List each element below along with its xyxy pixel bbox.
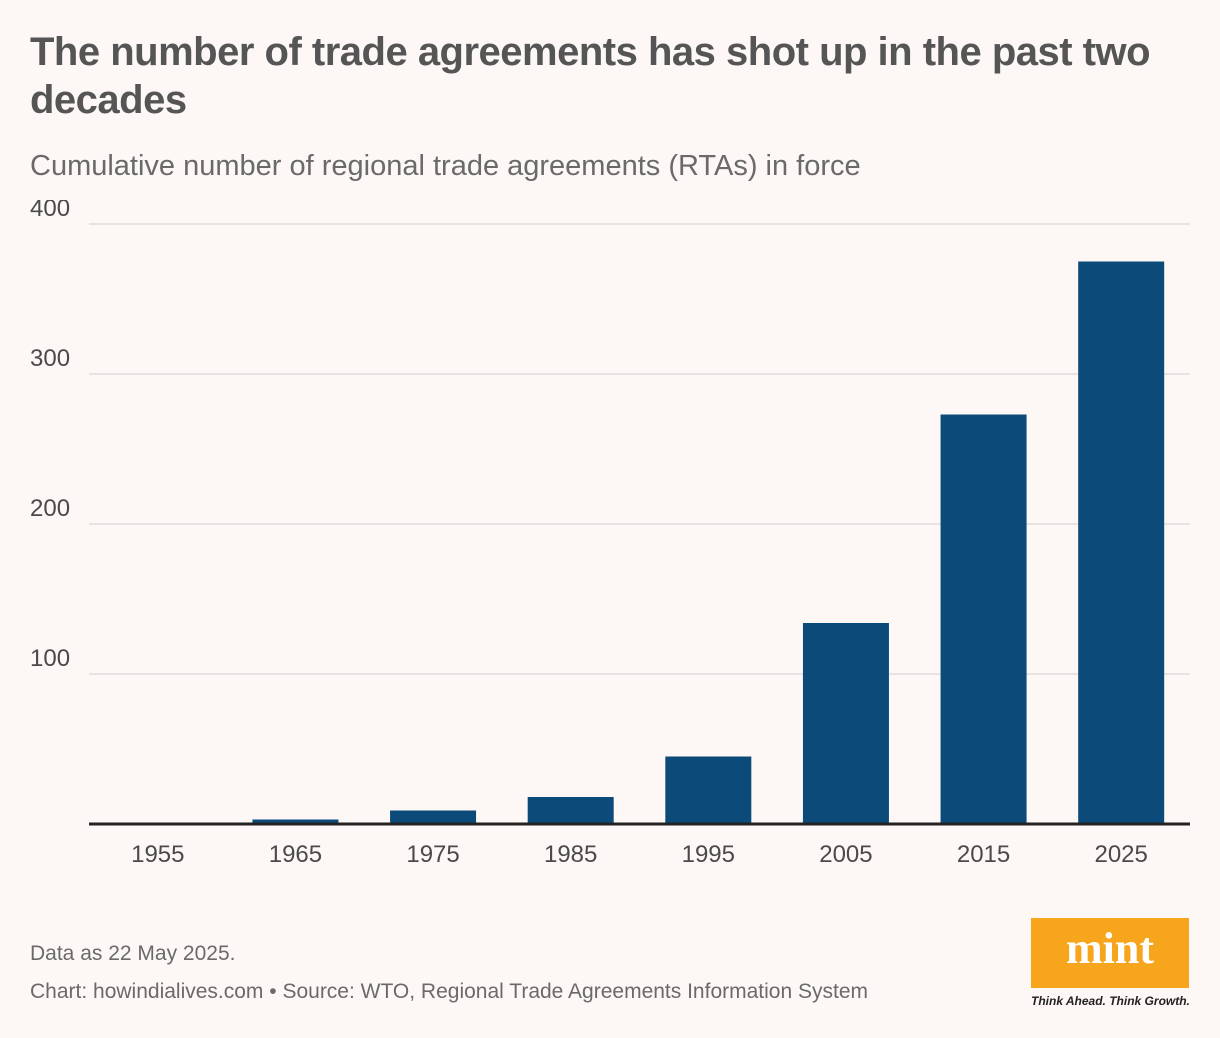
bars bbox=[114, 261, 1165, 824]
y-tick-label: 300 bbox=[30, 345, 70, 372]
x-tick-label: 2025 bbox=[1094, 841, 1147, 868]
bar-1965 bbox=[252, 819, 339, 824]
source-note: Chart: howindialives.com • Source: WTO, … bbox=[30, 980, 868, 1003]
chart-subtitle: Cumulative number of regional trade agre… bbox=[30, 150, 861, 182]
bar-chart: 100 200 300 400 1955 1965 1975 1985 1995 2005 201… bbox=[30, 200, 1190, 868]
y-tick-label: 100 bbox=[30, 645, 70, 672]
x-tick-label: 1965 bbox=[269, 841, 322, 868]
y-axis-labels: 100 200 300 400 bbox=[30, 200, 70, 672]
bar-1975 bbox=[390, 810, 477, 824]
bar-2005 bbox=[802, 623, 889, 824]
logo-tagline: Think Ahead. Think Growth. bbox=[1031, 994, 1190, 1008]
x-tick-label: 2005 bbox=[819, 841, 872, 868]
y-tick-label: 200 bbox=[30, 495, 70, 522]
x-tick-label: 1975 bbox=[406, 841, 459, 868]
chart-title: The number of trade agreements has shot … bbox=[30, 30, 1151, 122]
x-tick-label: 1955 bbox=[131, 841, 184, 868]
bar-1995 bbox=[665, 756, 752, 824]
x-axis-labels: 1955 1965 1975 1985 1995 2005 2015 2025 bbox=[131, 841, 1148, 868]
mint-logo: mint bbox=[1031, 918, 1189, 988]
x-tick-label: 1995 bbox=[682, 841, 735, 868]
y-tick-label: 400 bbox=[30, 200, 70, 222]
bar-1985 bbox=[527, 797, 614, 824]
bar-2015 bbox=[940, 414, 1027, 824]
data-note: Data as 22 May 2025. bbox=[30, 942, 236, 965]
x-tick-label: 2015 bbox=[957, 841, 1010, 868]
x-tick-label: 1985 bbox=[544, 841, 597, 868]
bar-2025 bbox=[1078, 261, 1165, 824]
